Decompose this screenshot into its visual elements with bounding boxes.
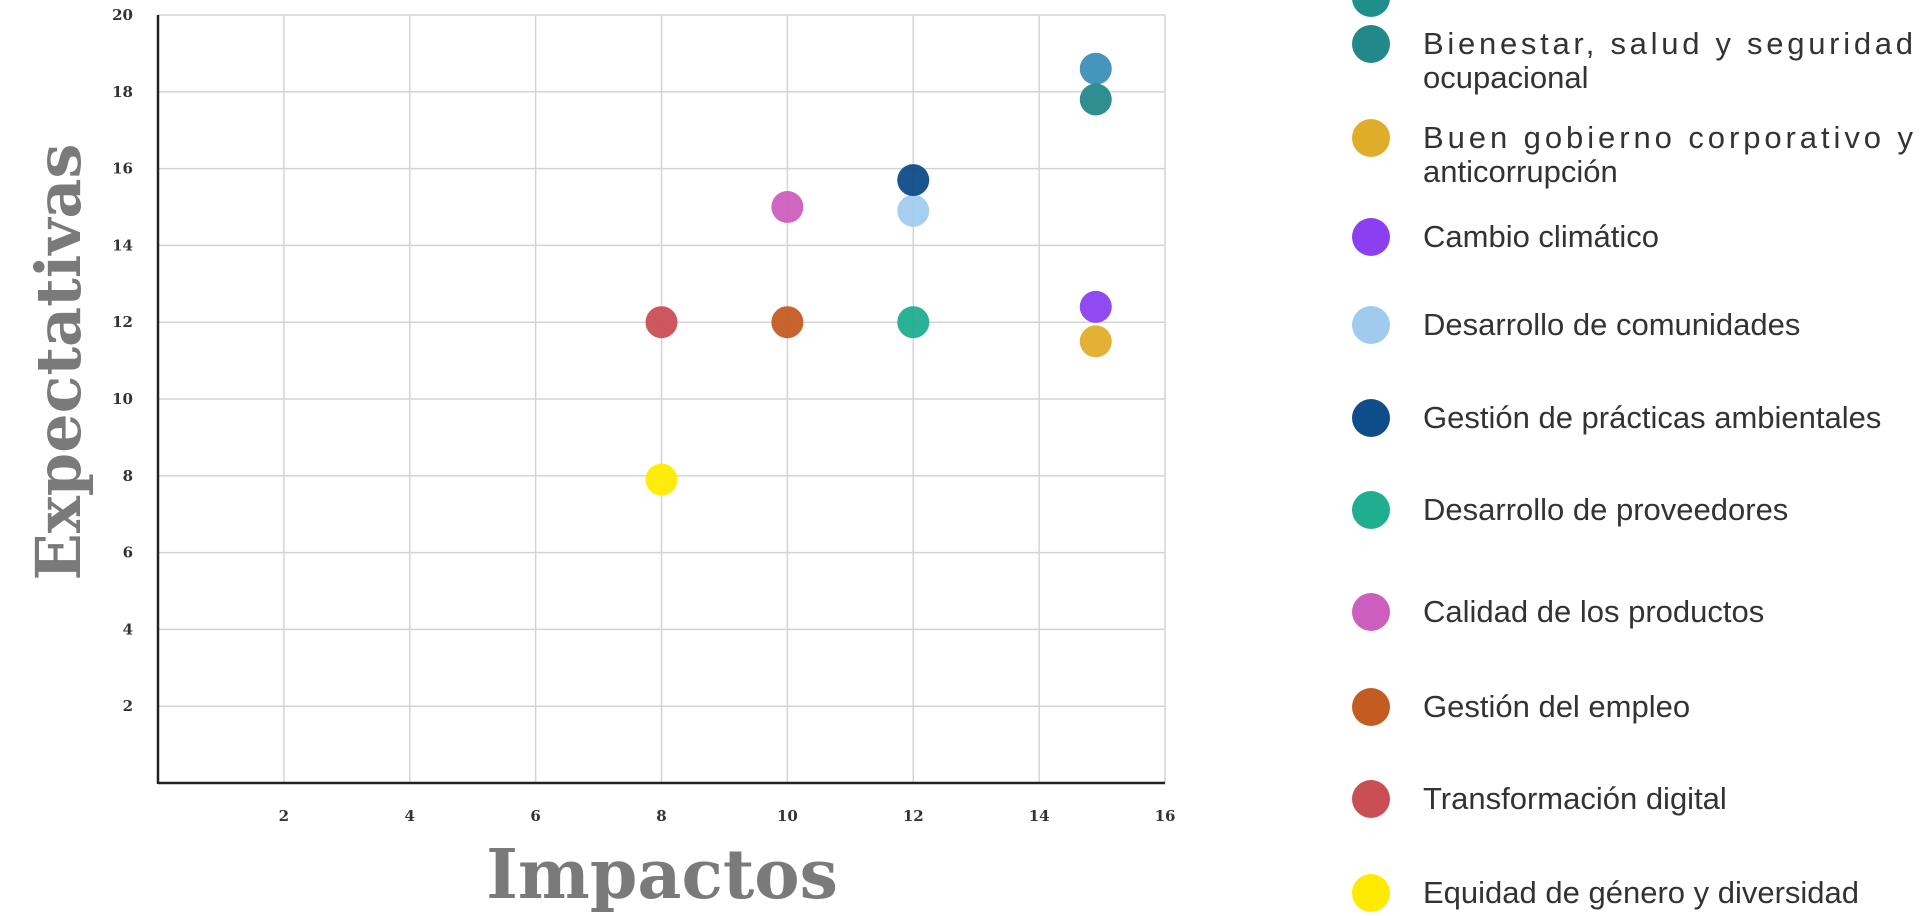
y-tick-label: 10 [112, 390, 133, 408]
x-tick-label: 6 [530, 807, 540, 825]
legend-label: anticorrupción [1423, 154, 1618, 189]
data-point [1079, 52, 1112, 85]
legend-label: Desarrollo de proveedores [1423, 492, 1788, 527]
legend-marker [1352, 218, 1390, 256]
legend-marker [1352, 119, 1390, 157]
data-point [771, 306, 804, 339]
legend-label: Bienestar, salud y seguridad [1423, 26, 1913, 61]
x-tick-label: 4 [405, 807, 415, 825]
y-tick-label: 16 [112, 160, 133, 178]
legend-label: ocupacional [1423, 60, 1588, 95]
data-point [1079, 290, 1112, 323]
x-axis-title: Impactos [486, 835, 838, 915]
y-axis-title: Expectativas [22, 144, 95, 581]
legend-label: Gestión de prácticas ambientales [1423, 400, 1881, 435]
x-tick-label: 12 [903, 807, 924, 825]
legend-label: Equidad de género y diversidad [1423, 875, 1859, 910]
data-point [645, 306, 678, 339]
axes [156, 15, 1165, 785]
legend-label: Transformación digital [1423, 781, 1727, 816]
data-points [645, 52, 1112, 496]
legend-label: Buen gobierno corporativo y [1423, 120, 1914, 155]
y-tick-label: 18 [112, 83, 133, 101]
legend-marker [1352, 306, 1390, 344]
legend-marker [1352, 780, 1390, 818]
legend-marker [1352, 688, 1390, 726]
y-tick-label: 2 [123, 697, 133, 715]
data-point [771, 191, 804, 223]
legend-marker [1352, 874, 1390, 912]
legend-marker [1352, 25, 1390, 63]
legend-label: Gestión del empleo [1423, 689, 1690, 724]
x-tick-label: 14 [1029, 807, 1050, 825]
x-tick-label: 8 [656, 807, 666, 825]
grid-lines [158, 14, 1166, 783]
x-tick-label: 16 [1155, 807, 1176, 825]
legend-label: Calidad de los productos [1423, 594, 1764, 629]
y-tick-label: 6 [123, 544, 133, 562]
y-tick-label: 4 [123, 620, 133, 638]
legend-marker [1352, 593, 1390, 631]
legend-label: Cambio climático [1423, 219, 1659, 254]
x-tick-label: 10 [777, 807, 798, 825]
legend-marker [1352, 491, 1390, 529]
data-point [897, 164, 930, 197]
y-tick-labels: 2 4 6 8 10 12 14 16 18 20 [112, 6, 133, 715]
data-point [645, 463, 678, 496]
y-tick-label: 20 [112, 6, 133, 24]
legend-marker [1352, 399, 1390, 437]
data-point [897, 194, 930, 227]
data-point [1079, 325, 1112, 358]
y-tick-label: 8 [123, 467, 133, 485]
x-tick-labels: 2 4 6 8 10 12 14 16 [279, 807, 1176, 825]
y-tick-label: 12 [112, 313, 133, 331]
data-point [1079, 83, 1112, 116]
data-point [897, 306, 930, 339]
y-tick-label: 14 [112, 236, 133, 254]
x-tick-label: 2 [279, 807, 289, 825]
legend-label: Desarrollo de comunidades [1423, 307, 1800, 342]
